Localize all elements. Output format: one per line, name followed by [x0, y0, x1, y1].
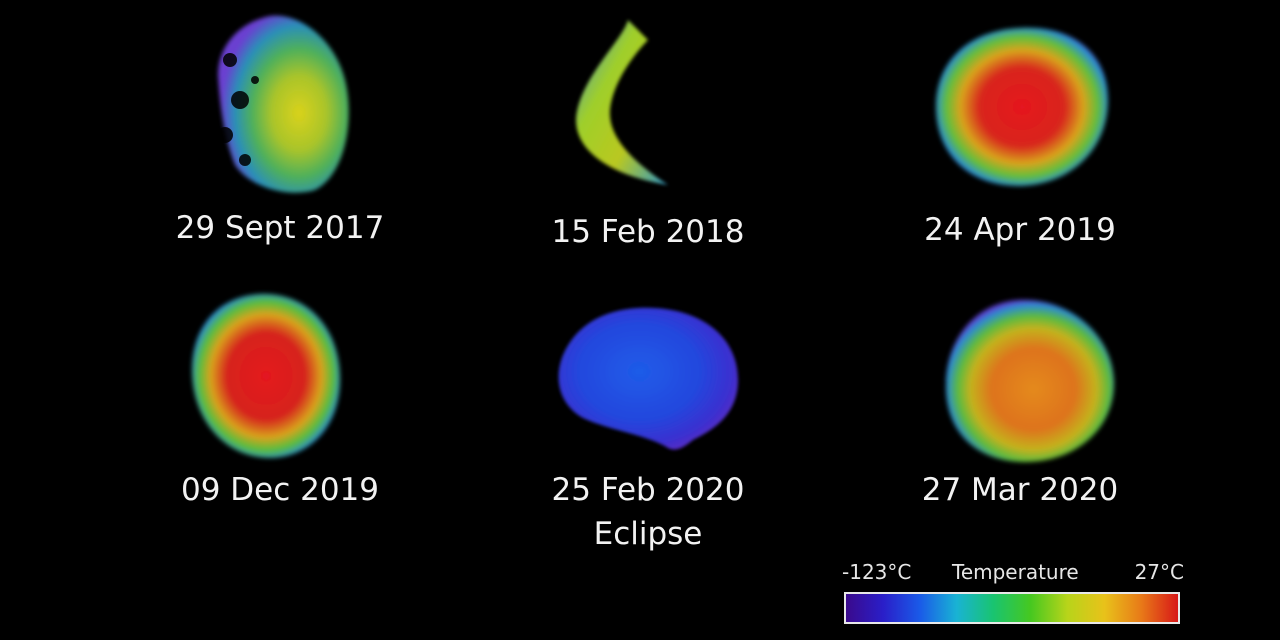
date-caption-3: 24 Apr 2019: [924, 212, 1116, 248]
observation-panel-6: 27 Mar 2020: [870, 280, 1170, 560]
date-caption-5: 25 Feb 2020 Eclipse: [498, 468, 798, 556]
date-caption-4: 09 Dec 2019: [180, 472, 380, 508]
moon-thermal-image-4: [192, 293, 341, 458]
date-caption-2: 15 Feb 2018: [551, 214, 745, 250]
legend-max-label: 27°C: [1134, 560, 1184, 584]
eclipse-label: Eclipse: [593, 516, 703, 552]
observation-panel-1: 29 Sept 2017: [130, 0, 430, 280]
moon-thermal-image-6: [945, 299, 1115, 463]
legend-title: Temperature: [952, 560, 1079, 584]
moon-thermal-image-5: [558, 307, 738, 450]
temperature-legend: -123°C Temperature 27°C: [836, 556, 1196, 640]
date-caption-6: 27 Mar 2020: [921, 472, 1119, 508]
observation-panel-3: 24 Apr 2019: [870, 0, 1170, 280]
observation-panel-2: 15 Feb 2018: [498, 0, 798, 280]
date-caption-1: 29 Sept 2017: [175, 210, 385, 246]
observation-panel-5: 25 Feb 2020 Eclipse: [498, 280, 798, 560]
legend-min-label: -123°C: [842, 560, 912, 584]
moon-thermal-image-3: [935, 27, 1108, 186]
temperature-colorbar: [844, 592, 1180, 624]
moon-thermal-image-2: [576, 20, 668, 185]
moon-thermal-image-1: [217, 15, 349, 193]
observation-panel-4: 09 Dec 2019: [130, 280, 430, 560]
